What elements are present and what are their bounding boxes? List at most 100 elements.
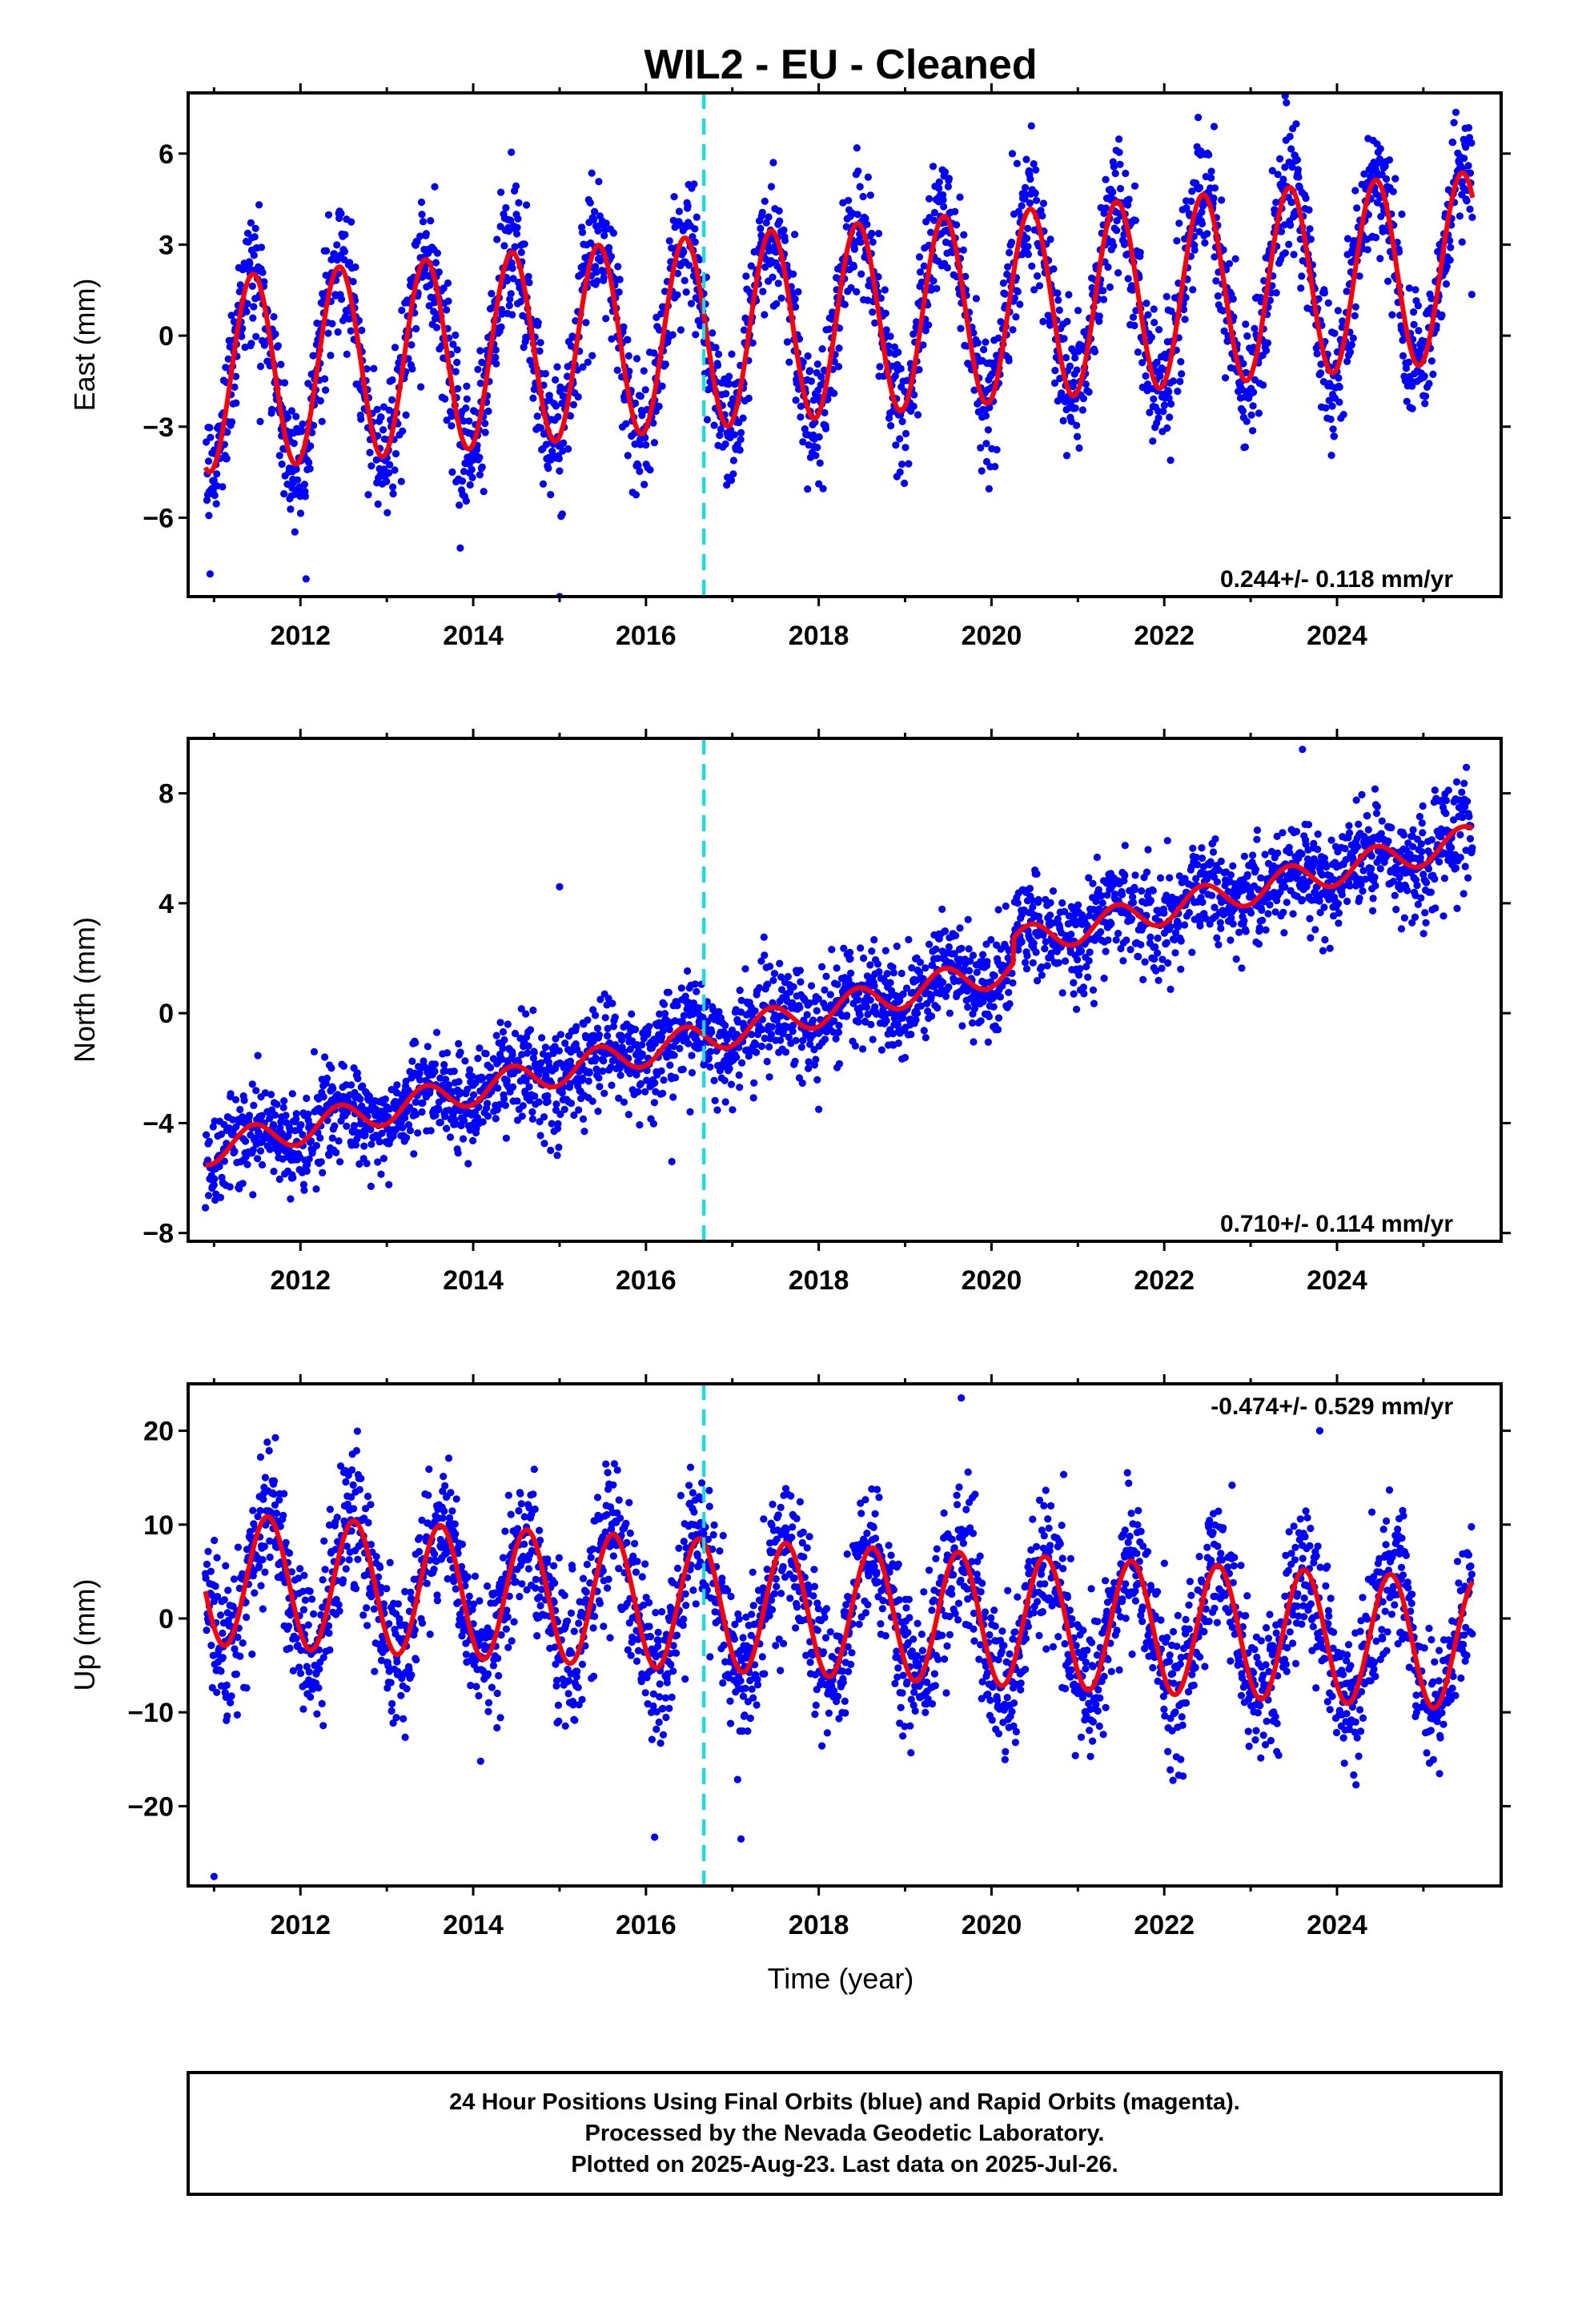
data-point bbox=[217, 1130, 226, 1138]
data-point bbox=[1073, 1005, 1081, 1013]
data-point bbox=[1219, 307, 1227, 315]
data-point bbox=[300, 1186, 308, 1194]
data-point bbox=[1391, 175, 1399, 183]
data-point bbox=[875, 967, 883, 976]
data-point bbox=[640, 480, 648, 489]
data-point bbox=[529, 394, 537, 402]
data-point bbox=[1026, 175, 1034, 183]
data-point bbox=[558, 510, 566, 518]
data-point bbox=[203, 438, 211, 446]
data-point bbox=[982, 338, 990, 346]
data-point bbox=[984, 1038, 992, 1046]
data-point bbox=[661, 360, 670, 368]
data-point bbox=[1198, 208, 1206, 216]
data-point bbox=[514, 215, 522, 223]
data-point bbox=[454, 1149, 462, 1157]
data-point bbox=[999, 279, 1007, 287]
data-point bbox=[1287, 145, 1295, 153]
data-point bbox=[1335, 383, 1343, 391]
data-point bbox=[721, 1021, 729, 1030]
data-point bbox=[938, 905, 946, 913]
data-point bbox=[958, 1022, 966, 1030]
data-point bbox=[816, 459, 824, 467]
data-point bbox=[1008, 239, 1016, 247]
outlier-point bbox=[1281, 93, 1289, 100]
data-point bbox=[227, 312, 235, 320]
data-point bbox=[970, 386, 978, 394]
data-point bbox=[566, 1057, 575, 1065]
data-point bbox=[432, 259, 440, 267]
data-point bbox=[759, 287, 767, 296]
data-point bbox=[398, 306, 406, 315]
data-point bbox=[1263, 347, 1271, 355]
data-point bbox=[830, 389, 838, 397]
data-point bbox=[1385, 156, 1394, 164]
data-point bbox=[1100, 975, 1108, 983]
data-point bbox=[492, 360, 500, 368]
data-point bbox=[661, 287, 669, 296]
data-point bbox=[886, 979, 894, 987]
data-point bbox=[1111, 170, 1119, 178]
data-point bbox=[1379, 227, 1387, 235]
data-point bbox=[832, 1035, 840, 1043]
data-point bbox=[1109, 188, 1117, 196]
data-point bbox=[1154, 414, 1162, 422]
data-point bbox=[666, 1061, 674, 1069]
data-point bbox=[777, 1012, 785, 1020]
data-point bbox=[659, 1027, 668, 1035]
data-point bbox=[767, 183, 776, 191]
data-point bbox=[729, 456, 738, 464]
data-point bbox=[857, 270, 865, 278]
data-point bbox=[1313, 350, 1321, 358]
data-point bbox=[1347, 341, 1355, 349]
data-point bbox=[859, 192, 867, 201]
data-point bbox=[1328, 402, 1336, 410]
data-point bbox=[379, 1155, 387, 1163]
data-point bbox=[866, 191, 874, 199]
data-point bbox=[721, 440, 729, 448]
data-point bbox=[736, 987, 744, 995]
data-point bbox=[388, 376, 396, 384]
data-point bbox=[381, 1095, 389, 1104]
data-point bbox=[305, 1155, 313, 1163]
data-point bbox=[1039, 317, 1047, 326]
data-point bbox=[453, 346, 461, 354]
data-point bbox=[983, 958, 991, 966]
data-point bbox=[435, 268, 444, 276]
data-point bbox=[204, 457, 213, 465]
data-point bbox=[608, 335, 616, 343]
data-point bbox=[300, 480, 308, 489]
data-point bbox=[856, 1011, 864, 1019]
data-point bbox=[1088, 283, 1096, 292]
data-point bbox=[990, 971, 998, 979]
data-point bbox=[340, 247, 348, 255]
data-point bbox=[1349, 334, 1357, 342]
data-point bbox=[1055, 306, 1063, 314]
data-point bbox=[1163, 424, 1171, 432]
data-point bbox=[287, 1195, 295, 1203]
data-point bbox=[791, 231, 799, 239]
data-point bbox=[897, 969, 905, 978]
data-point bbox=[1004, 263, 1012, 271]
data-point bbox=[536, 1118, 544, 1126]
data-point bbox=[1134, 348, 1142, 356]
data-point bbox=[502, 203, 510, 212]
data-point bbox=[1268, 167, 1276, 175]
data-point bbox=[1295, 173, 1303, 181]
data-point bbox=[921, 1034, 930, 1042]
data-point bbox=[528, 1115, 537, 1123]
data-point bbox=[386, 460, 394, 469]
data-point bbox=[242, 1137, 250, 1145]
data-point bbox=[1207, 167, 1215, 175]
data-point bbox=[592, 263, 600, 271]
data-point bbox=[889, 969, 897, 977]
data-point bbox=[686, 1108, 694, 1116]
data-point bbox=[1405, 358, 1413, 366]
data-point bbox=[706, 1063, 714, 1071]
x-tick-label: 2012 bbox=[270, 621, 331, 651]
data-point bbox=[572, 1023, 580, 1031]
data-point bbox=[441, 395, 449, 403]
data-point bbox=[1054, 959, 1062, 967]
data-point bbox=[507, 290, 515, 298]
data-point bbox=[419, 1099, 427, 1107]
